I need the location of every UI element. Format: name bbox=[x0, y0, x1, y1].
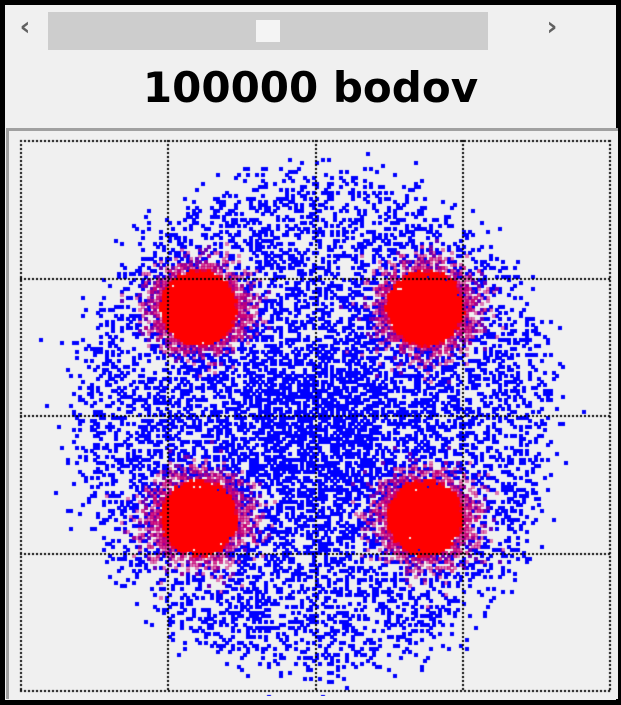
chevron-right-icon[interactable]: › bbox=[546, 12, 558, 42]
horizontal-scrollbar[interactable]: ‹ › bbox=[5, 8, 616, 50]
scrollbar-thumb[interactable] bbox=[256, 20, 280, 42]
scrollbar-track[interactable] bbox=[48, 12, 488, 50]
scatter-plot bbox=[6, 128, 618, 699]
plot-title: 100000 bodov bbox=[142, 63, 479, 112]
chevron-left-icon[interactable]: ‹ bbox=[19, 12, 31, 42]
scatter-canvas bbox=[9, 131, 615, 696]
window: ‹ › 100000 bodov bbox=[5, 5, 618, 700]
